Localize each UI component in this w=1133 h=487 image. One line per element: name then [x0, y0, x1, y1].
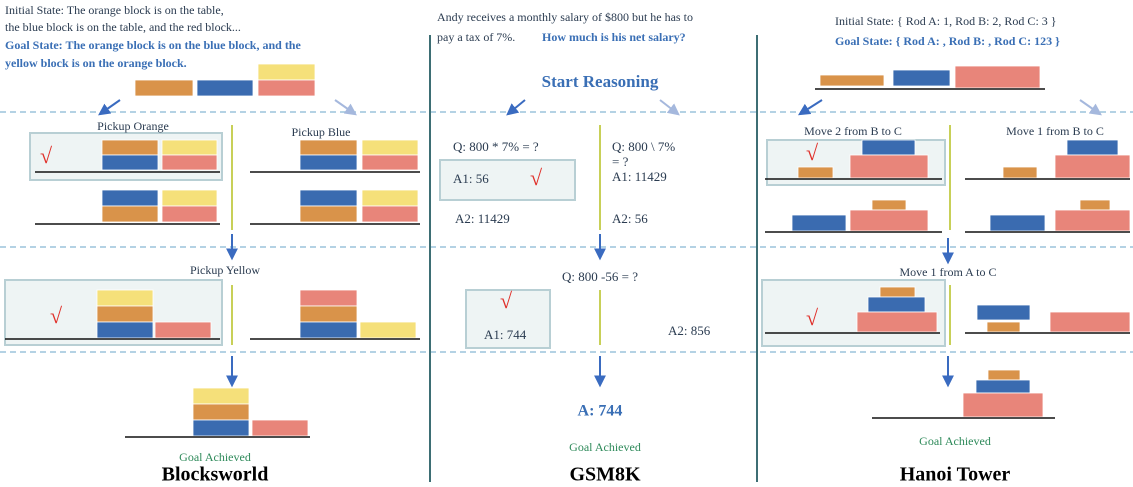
- block: [850, 210, 928, 231]
- block: [102, 140, 158, 155]
- block: [798, 167, 833, 178]
- block: [162, 155, 217, 170]
- block: [300, 140, 357, 155]
- goal-state: Goal State: The orange block is on the b…: [5, 38, 301, 52]
- block: [963, 393, 1043, 417]
- question-ask: How much is his net salary?: [542, 30, 686, 44]
- initial-state: Initial State: { Rod A: 1, Rod B: 2, Rod…: [835, 14, 1057, 28]
- block: [135, 80, 193, 96]
- block: [893, 70, 950, 86]
- block: [193, 404, 249, 420]
- block: [300, 155, 357, 170]
- answer: A1: 11429: [612, 169, 667, 184]
- block: [990, 215, 1045, 231]
- block: [1067, 140, 1118, 155]
- block: [300, 306, 357, 322]
- block: [1055, 210, 1130, 231]
- block: [1055, 155, 1130, 178]
- answer: A1: 56: [453, 171, 489, 186]
- step-label: Move 1 from B to C: [1006, 124, 1104, 138]
- goal-label: Goal Achieved: [569, 440, 641, 454]
- block: [362, 140, 418, 155]
- panel-title: GSM8K: [569, 464, 641, 486]
- branch-question: Q: 800 * 7% = ?: [453, 139, 539, 154]
- check-mark: √: [40, 143, 53, 168]
- block: [300, 190, 357, 206]
- branch-question: = ?: [612, 154, 629, 169]
- block: [193, 388, 249, 404]
- block: [97, 306, 153, 322]
- branch-question: Q: 800 \ 7%: [612, 139, 675, 154]
- layout: [0, 35, 1133, 482]
- question: pay a tax of 7%.: [437, 30, 515, 44]
- final-answer: A: 744: [578, 403, 623, 420]
- answer: A1: 744: [484, 327, 527, 342]
- check-mark: √: [50, 303, 63, 328]
- answer: A2: 11429: [455, 211, 510, 226]
- step-label: Pickup Yellow: [190, 263, 260, 277]
- goal-label: Goal Achieved: [179, 450, 251, 464]
- block: [162, 140, 217, 155]
- panel-title: Hanoi Tower: [900, 464, 1011, 486]
- block: [102, 206, 158, 222]
- check-mark: √: [530, 165, 543, 190]
- step-label: Move 2 from B to C: [804, 124, 902, 138]
- panel-title: Blocksworld: [162, 464, 269, 486]
- diagram: Initial State: The orange block is on th…: [0, 0, 1133, 487]
- goal-state: yellow block is on the orange block.: [5, 56, 187, 70]
- block: [197, 80, 253, 96]
- block: [872, 200, 906, 210]
- check-mark: √: [806, 140, 819, 165]
- step-question: Q: 800 -56 = ?: [562, 269, 638, 284]
- check-mark: √: [500, 288, 513, 313]
- block: [820, 75, 884, 86]
- block: [155, 322, 211, 338]
- step-label: Pickup Blue: [292, 125, 351, 139]
- block: [162, 190, 217, 206]
- block: [988, 370, 1020, 380]
- block: [97, 290, 153, 306]
- answer: A2: 56: [612, 211, 648, 226]
- block: [880, 287, 915, 297]
- block: [977, 305, 1030, 320]
- step-label: Move 1 from A to C: [899, 265, 996, 279]
- block: [792, 215, 846, 231]
- answer: A2: 856: [668, 323, 711, 338]
- block: [360, 322, 416, 338]
- block: [252, 420, 308, 436]
- block: [300, 290, 357, 306]
- block: [987, 322, 1020, 332]
- block: [97, 322, 153, 338]
- step-label: Pickup Orange: [97, 119, 169, 133]
- goal-label: Goal Achieved: [919, 434, 991, 448]
- block: [162, 206, 217, 222]
- block: [102, 155, 158, 170]
- block: [362, 190, 418, 206]
- block: [362, 206, 418, 222]
- block: [300, 206, 357, 222]
- block: [850, 155, 928, 178]
- block: [258, 80, 315, 96]
- block: [862, 140, 915, 155]
- block: [1080, 200, 1110, 210]
- block: [193, 420, 249, 436]
- block: [976, 380, 1030, 393]
- block: [1050, 312, 1130, 332]
- block: [955, 66, 1040, 88]
- start-label: Start Reasoning: [542, 72, 659, 91]
- initial-state: the blue block is on the table, and the …: [5, 20, 241, 34]
- block: [300, 322, 357, 338]
- goal-state: Goal State: { Rod A: , Rod B: , Rod C: 1…: [835, 34, 1060, 48]
- block: [362, 155, 418, 170]
- block: [868, 297, 925, 312]
- block: [258, 64, 315, 80]
- question: Andy receives a monthly salary of $800 b…: [437, 10, 693, 24]
- block: [1003, 167, 1037, 178]
- block: [857, 312, 937, 332]
- initial-state: Initial State: The orange block is on th…: [5, 3, 224, 17]
- check-mark: √: [806, 305, 819, 330]
- block: [102, 190, 158, 206]
